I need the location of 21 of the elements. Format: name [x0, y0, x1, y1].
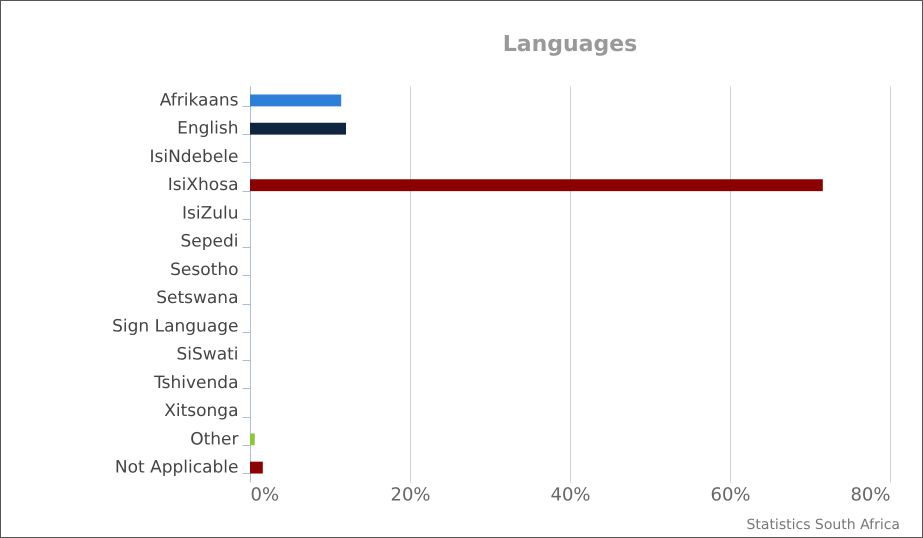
y-tick-label: Other	[190, 429, 238, 450]
y-tick-label: English	[177, 118, 238, 139]
text: Statistics South Africa	[746, 517, 900, 533]
y-tick-label: Tshivenda	[153, 372, 238, 393]
y-tick-label: Sepedi	[180, 232, 238, 252]
y-tick-label: IsiZulu	[182, 203, 238, 224]
y-tick-label: Afrikaans	[160, 90, 239, 110]
y-tick-label: Sesotho	[170, 260, 238, 280]
x-tick-label: 40%	[550, 484, 591, 506]
y-tick-label: Not Applicable	[114, 458, 238, 478]
y-tick-label: IsiNdebele	[150, 146, 238, 167]
chart-title: Languages	[502, 32, 638, 57]
x-tick-label: 20%	[390, 484, 431, 506]
y-tick-label: IsiXhosa	[168, 175, 238, 196]
x-tick-label: 60%	[710, 484, 751, 506]
y-tick-label: Setswana	[156, 288, 238, 308]
y-tick-label: Xitsonga	[164, 401, 238, 422]
x-tick-label: 0%	[250, 484, 280, 506]
y-tick-label: SiSwati	[176, 344, 238, 365]
y-tick-label: Sign Language	[112, 316, 238, 336]
x-tick-label: 80%	[850, 484, 890, 506]
